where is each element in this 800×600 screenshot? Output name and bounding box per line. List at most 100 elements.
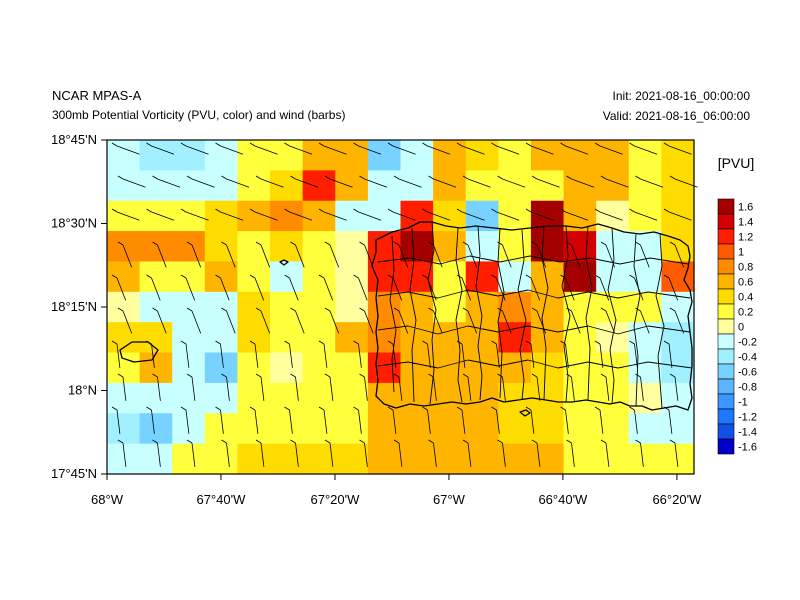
wind-barb-flag: [669, 175, 676, 180]
wind-barb-flag: [117, 307, 124, 312]
colorbar-swatch: [717, 198, 735, 215]
pv-cell: [367, 170, 402, 202]
wind-barb-staff: [599, 145, 623, 155]
wind-barb-staff: [398, 178, 422, 188]
colorbar-label: 0.4: [738, 292, 753, 304]
wind-barb-staff: [496, 343, 500, 368]
pv-cell: [107, 261, 141, 293]
pv-cell: [661, 413, 695, 445]
pv-cell: [335, 413, 369, 445]
colorbar-label: -1.4: [738, 427, 757, 439]
wind-barb-staff: [191, 244, 202, 268]
wind-barb-flag: [111, 340, 118, 345]
puerto-rico-outline: [371, 221, 693, 411]
wind-barb-staff: [433, 178, 457, 188]
pv-cell: [237, 382, 271, 414]
pv-cell: [335, 291, 369, 323]
colorbar-swatch: [717, 273, 735, 290]
pv-cell: [400, 200, 434, 232]
y-tick-label: 18°15'N: [51, 299, 97, 314]
y-tick-label: 17°45'N: [51, 466, 97, 481]
colorbar-swatch: [717, 333, 735, 350]
pv-cell: [563, 443, 597, 475]
wind-barb-flag: [635, 373, 641, 378]
wind-barb-flag: [186, 175, 193, 180]
wind-barb-flag: [324, 175, 331, 180]
wind-barb-staff: [254, 211, 278, 221]
wind-barb-flag: [393, 175, 400, 180]
pv-cell: [400, 352, 434, 384]
wind-barb-flag: [290, 307, 296, 312]
wind-barb-flag: [497, 373, 503, 378]
wind-barb-staff: [220, 145, 244, 155]
wind-barb-flag: [594, 406, 601, 411]
pv-cell: [530, 170, 565, 202]
wind-barb-staff: [674, 244, 685, 268]
wind-barb-staff: [260, 442, 265, 467]
wind-barb-flag: [393, 373, 400, 378]
wind-barb-staff: [599, 277, 610, 301]
wind-barb-flag: [663, 142, 670, 147]
wind-barb-flag: [359, 373, 365, 378]
wind-barb-flag: [146, 340, 152, 345]
wind-barb-staff: [295, 376, 299, 401]
pv-cell: [498, 140, 532, 171]
wind-barb-flag: [255, 373, 262, 378]
wind-barb-flag: [290, 439, 296, 444]
pv-cell: [237, 291, 271, 323]
colorbar-label: -1.6: [738, 442, 757, 454]
colorbar-label: 0.2: [738, 307, 753, 319]
pv-cell: [270, 322, 304, 354]
wind-barb-flag: [531, 241, 538, 246]
pv-cell: [367, 261, 402, 293]
pv-cell: [563, 291, 597, 323]
wind-barb-flag: [221, 307, 227, 312]
x-tick-label: 66°20'W: [652, 492, 702, 507]
wind-barb-staff: [323, 409, 328, 434]
wind-barb-flag: [422, 406, 428, 411]
wind-barb-staff: [323, 277, 334, 301]
pv-cell: [270, 231, 304, 263]
wind-barb-staff: [433, 244, 443, 268]
wind-barb-flag: [600, 175, 607, 180]
colorbar-label: -1.2: [738, 412, 757, 424]
pv-cell: [172, 352, 206, 384]
pv-cell: [335, 322, 369, 354]
pv-cell: [237, 261, 271, 293]
wind-barb-flag: [215, 340, 221, 345]
pv-cell: [367, 413, 402, 445]
wind-barb-staff: [254, 277, 265, 301]
wind-barb-staff: [571, 244, 581, 268]
pv-cell: [335, 231, 369, 263]
map-subtitle: 300mb Potential Vorticity (PVU, color) a…: [52, 108, 346, 122]
wind-barb-staff: [191, 178, 215, 188]
wind-barb-flag: [566, 307, 572, 312]
colorbar-swatch: [717, 423, 735, 440]
wind-barb-flag: [146, 142, 152, 147]
pv-cell: [465, 231, 499, 263]
wind-barb-staff: [260, 376, 265, 401]
wind-barb-staff: [427, 277, 437, 301]
wind-barb-staff: [122, 178, 146, 188]
wind-barb-flag: [669, 241, 676, 246]
pv-cell: [107, 322, 141, 354]
pv-cell: [172, 413, 206, 445]
wind-barb-flag: [186, 373, 193, 378]
wind-barb-flag: [531, 439, 538, 444]
wind-barb-staff: [392, 145, 416, 155]
wind-barb-staff: [496, 211, 520, 221]
wind-barb-flag: [422, 142, 428, 147]
wind-barb-staff: [392, 277, 403, 301]
pv-cell: [628, 291, 662, 323]
pv-cell: [563, 170, 597, 202]
wind-barb-staff: [605, 178, 629, 188]
wind-barb-flag: [117, 175, 124, 180]
pv-cell: [563, 200, 597, 232]
wind-barb-flag: [215, 142, 221, 147]
wind-barb-staff: [640, 178, 664, 188]
wind-barb-flag: [284, 274, 290, 279]
wind-barb-staff: [467, 310, 478, 334]
pv-cell: [563, 140, 597, 171]
wind-barb-staff: [461, 277, 472, 301]
